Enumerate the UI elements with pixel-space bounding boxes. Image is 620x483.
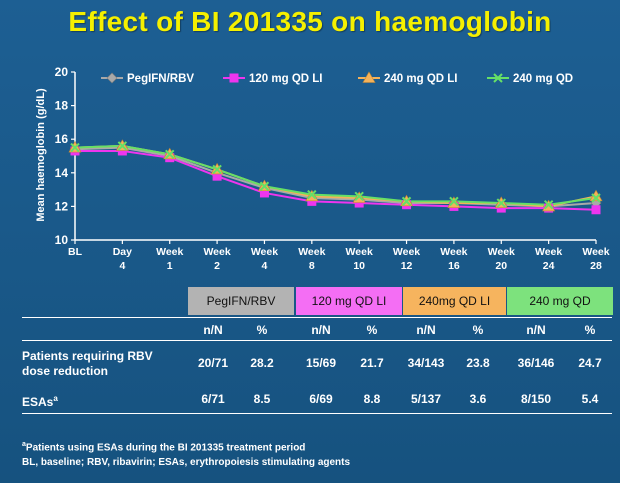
haemoglobin-line-chart: BL Day 4 Week 1 Week 2 Week 4 Week 8 Week 10 Week 12 We… xyxy=(35,65,610,272)
page-title: Effect of BI 201335 on haemoglobin xyxy=(68,6,552,37)
series-3-point-8 xyxy=(449,196,459,207)
series-3-point-10 xyxy=(543,200,554,210)
group-header-3: 240 mg QD xyxy=(507,287,613,315)
x-tick-label-6-0: Week xyxy=(346,246,373,258)
series-3-point-6 xyxy=(354,191,364,202)
chart-axes xyxy=(74,72,596,241)
x-tick-label-11-1: 28 xyxy=(590,260,602,272)
x-tick-label-7-0: Week xyxy=(393,246,420,258)
x-tick-label-5-1: 8 xyxy=(309,260,315,272)
series-1-point-9 xyxy=(496,203,506,213)
row-label-esas-text: ESAs xyxy=(22,395,54,409)
table-rule-bottom xyxy=(22,413,612,414)
group-header-1: 120 mg QD LI xyxy=(296,287,402,315)
legend-label-2: 240 mg QD LI xyxy=(384,73,458,85)
x-tick-label-2-0: Week xyxy=(156,246,183,258)
row-label-esas-sup: a xyxy=(53,394,58,403)
series-1-point-4 xyxy=(259,188,269,198)
x-tick-label-7-1: 12 xyxy=(401,260,413,272)
series-3-point-4 xyxy=(259,181,270,191)
x-tick-labels: BL Day 4 Week 1 Week 2 Week 4 Week 8 Week 10 Week 12 We… xyxy=(68,240,610,272)
series-1-point-11 xyxy=(591,205,601,215)
x-tick-label-4-0: Week xyxy=(251,246,278,258)
y-axis-label: Mean haemoglobin (g/dL) xyxy=(35,88,47,222)
series-1-point-6 xyxy=(354,198,364,208)
legend-marker-2 xyxy=(362,71,376,83)
x-tick-label-2-1: 1 xyxy=(167,260,173,272)
row-label-rbv: Patients requiring RBV dose reduction xyxy=(22,349,153,379)
series-line-1 xyxy=(75,149,597,211)
subheader-4: n/N xyxy=(416,323,436,337)
group-header-0: PegIFN/RBV xyxy=(188,287,294,315)
x-tick-label-8-0: Week xyxy=(440,246,467,258)
table-rule-mid xyxy=(22,340,612,341)
table-group-header: PegIFN/RBV 120 mg QD LI 240mg QD LI 240 mg … xyxy=(0,287,620,317)
x-tick-label-1-0: Day xyxy=(113,246,132,258)
series-line-0 xyxy=(74,146,597,208)
subheader-6: n/N xyxy=(526,323,546,337)
table-subheader-row: n/N% n/N% n/N% n/N% xyxy=(0,322,620,340)
legend-marker-0 xyxy=(106,72,118,84)
subheader-2: n/N xyxy=(311,323,331,337)
series-3-point-5 xyxy=(307,189,317,200)
x-tick-label-1-1: 4 xyxy=(119,260,125,272)
x-tick-label-9-0: Week xyxy=(488,246,515,258)
footnote-esas: aPatients using ESAs during the BI 20133… xyxy=(22,441,305,453)
y-tick-label-20: 20 xyxy=(55,65,69,79)
subheader-0: n/N xyxy=(203,323,223,337)
row-label-rbv-line2: dose reduction xyxy=(22,364,109,378)
series-1-point-5 xyxy=(307,196,317,206)
legend-label-0: PegIFN/RBV xyxy=(127,73,194,85)
legend-marker-3 xyxy=(493,73,503,83)
x-tick-label-4-1: 4 xyxy=(262,260,268,272)
x-tick-label-3-0: Week xyxy=(203,246,230,258)
footnote-line1: Patients using ESAs during the BI 201335… xyxy=(25,442,306,454)
x-tick-label-6-1: 10 xyxy=(353,260,365,272)
y-tick-label-10: 10 xyxy=(55,233,69,247)
row-label-esas: ESAsa xyxy=(22,391,58,410)
footnote-line2: BL, baseline; RBV, ribavirin; ESAs, eryt… xyxy=(22,457,351,468)
legend-marker-1 xyxy=(229,73,239,83)
footnote-sup: a xyxy=(22,441,26,448)
series-3-point-11 xyxy=(591,193,601,203)
series-3-point-3 xyxy=(212,164,222,175)
y-tick-label-14: 14 xyxy=(55,166,69,180)
subheader-7: % xyxy=(584,323,596,337)
subheader-5: % xyxy=(472,323,484,337)
subheader-3: % xyxy=(366,323,378,337)
row-label-rbv-line1: Patients requiring RBV xyxy=(22,349,153,363)
y-tick-label-18: 18 xyxy=(55,99,69,113)
series-3-point-2 xyxy=(165,149,175,160)
y-tick-label-12: 12 xyxy=(55,199,69,213)
legend-label-3: 240 mg QD xyxy=(513,73,573,85)
subheader-1: % xyxy=(256,323,268,337)
x-tick-label-0-0: BL xyxy=(68,246,83,258)
group-header-2: 240mg QD LI xyxy=(403,287,506,315)
x-tick-label-9-1: 20 xyxy=(495,260,507,272)
series-markers xyxy=(68,139,603,215)
chart-legend: PegIFN/RBV 120 mg QD LI 240 mg QD LI 240 mg… xyxy=(101,71,573,85)
series-1-point-1 xyxy=(117,146,127,156)
x-tick-label-10-0: Week xyxy=(535,246,562,258)
series-3-point-1 xyxy=(117,141,128,151)
x-tick-label-5-0: Week xyxy=(298,246,325,258)
series-3-point-0 xyxy=(70,142,80,153)
x-tick-label-8-1: 16 xyxy=(448,260,460,272)
y-tick-label-16: 16 xyxy=(55,132,69,146)
x-tick-label-3-1: 2 xyxy=(214,260,220,272)
series-lines xyxy=(74,144,597,211)
x-tick-label-11-0: Week xyxy=(582,246,609,258)
y-tick-labels: 10 12 14 16 18 20 xyxy=(55,65,75,247)
series-3-point-7 xyxy=(401,196,412,207)
series-1-point-3 xyxy=(212,171,222,181)
table-rule-top xyxy=(22,317,612,318)
series-line-3 xyxy=(74,144,597,206)
legend-label-1: 120 mg QD LI xyxy=(249,73,323,85)
footnote-abbrev: BL, baseline; RBV, ribavirin; ESAs, eryt… xyxy=(22,457,350,468)
x-tick-label-10-1: 24 xyxy=(543,260,555,272)
series-3-point-9 xyxy=(496,198,506,208)
